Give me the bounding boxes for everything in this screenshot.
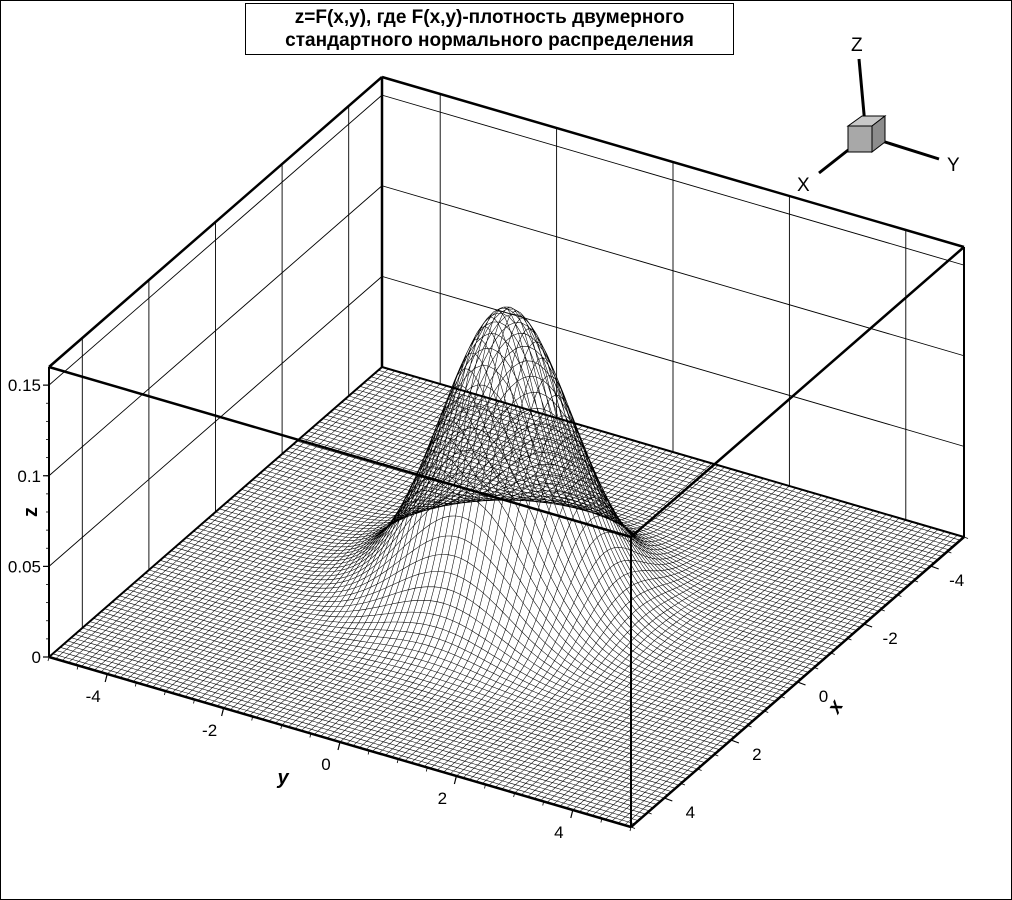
triad-cube [846, 114, 887, 154]
y-axis-label: y [277, 767, 290, 789]
y-tick-label: 2 [438, 789, 447, 808]
x-minor-tick [847, 638, 852, 641]
box-edge-front [630, 246, 965, 538]
cube-front [847, 125, 873, 153]
grid-line-z [381, 94, 965, 266]
x-minor-tick [730, 739, 736, 742]
x-tick-label: -4 [949, 571, 964, 590]
x-tick-label: 2 [752, 745, 761, 764]
x-minor-tick [863, 623, 869, 626]
y-minor-tick [193, 699, 195, 704]
y-minor-tick [425, 767, 428, 772]
y-minor-tick [338, 741, 341, 747]
bounding-box [48, 75, 965, 829]
y-minor-tick [367, 750, 370, 755]
y-minor-tick [455, 775, 457, 781]
surface-wireframe [48, 306, 965, 828]
x-minor-tick [913, 580, 919, 583]
chart-title-line-2: стандартного нормального распределения [285, 30, 694, 51]
x-minor-tick [714, 754, 719, 757]
x-minor-tick [630, 826, 636, 829]
z-axis-label: z [20, 507, 42, 517]
x-minor-tick [764, 710, 769, 713]
y-minor-tick [513, 792, 515, 798]
y-minor-tick [542, 801, 545, 806]
triad-x-label: X [797, 175, 810, 196]
x-tick-label: -2 [883, 629, 898, 648]
surface-mesh [48, 306, 965, 828]
x-minor-tick [814, 667, 819, 670]
chart-title: z=F(x,y), где F(x,y)-плотность двумерног… [245, 3, 734, 55]
y-minor-tick [396, 758, 399, 764]
y-tick-label: 4 [554, 823, 563, 842]
y-minor-tick [571, 809, 574, 815]
grid-line-z [48, 276, 383, 567]
x-tick-label: 0 [819, 687, 828, 706]
y-minor-tick [600, 818, 603, 823]
chart-title-line-1: z=F(x,y), где F(x,y)-плотность двумерног… [294, 7, 685, 28]
y-minor-tick [280, 724, 283, 730]
x-minor-tick [930, 565, 935, 568]
grid-line-z [48, 185, 383, 477]
x-minor-tick [830, 652, 835, 655]
y-minor-tick [484, 784, 486, 789]
box-edge [48, 76, 383, 368]
x-tick-label: 4 [686, 803, 695, 822]
x-minor-tick [647, 812, 652, 815]
x-minor-tick [880, 609, 885, 612]
x-minor-tick [947, 551, 952, 554]
grid-line-z [381, 275, 965, 447]
grid-lines [48, 94, 965, 628]
axis-ticks: 0 0.05 0.1 0.15 z -4 -2 0 2 4 y -4 -2 0 2 4 x [8, 376, 969, 842]
y-minor-tick [76, 665, 79, 670]
box-edge [381, 366, 965, 538]
y-tick-label: -4 [86, 687, 101, 706]
x-minor-tick [747, 725, 752, 728]
y-minor-tick [309, 733, 312, 738]
triad-y-label: Y [947, 155, 960, 176]
grid-line-z [48, 94, 383, 386]
y-minor-tick [164, 690, 166, 696]
x-minor-tick [780, 696, 785, 699]
cube-side [871, 114, 886, 154]
y-minor-tick [629, 826, 632, 832]
z-tick-label: 0 [32, 648, 41, 667]
x-minor-tick [963, 536, 969, 539]
y-minor-tick [47, 656, 50, 662]
x-minor-tick [797, 681, 802, 684]
box-edge-front [48, 365, 632, 539]
y-tick-label: 0 [321, 755, 330, 774]
x-axis-label: x [823, 696, 849, 718]
x-minor-tick [680, 783, 686, 786]
triad-z-label: Z [851, 35, 863, 56]
z-tick-label: 0.05 [8, 557, 41, 576]
z-tick-label: 0.1 [17, 467, 41, 486]
z-tick-label: 0.15 [8, 376, 41, 395]
y-tick-label: -2 [202, 721, 217, 740]
y-minor-tick [105, 673, 108, 679]
box-edge [48, 366, 383, 658]
grid-line-z [381, 185, 965, 357]
y-minor-tick [134, 682, 137, 687]
box-edge [381, 75, 965, 249]
x-minor-tick [664, 797, 669, 800]
orientation-triad: Z Y X [797, 35, 960, 196]
x-minor-tick [897, 594, 902, 597]
y-minor-tick [222, 707, 224, 713]
x-minor-tick [697, 768, 702, 771]
y-minor-tick [251, 716, 254, 721]
